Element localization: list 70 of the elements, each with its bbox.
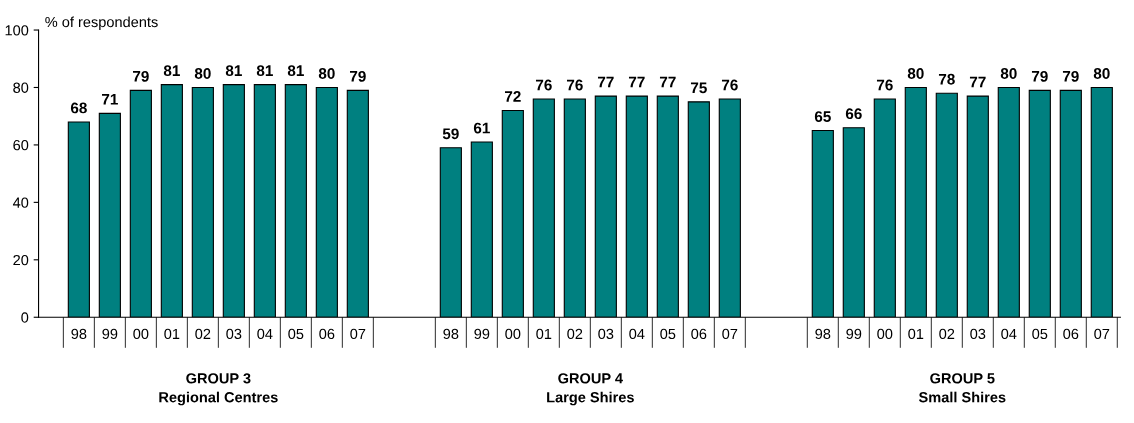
data-label: 81 [287, 65, 304, 77]
y-tick-label: 60 [13, 140, 29, 151]
x-tick-label: 02 [567, 328, 583, 340]
x-tick-label: 01 [908, 328, 924, 340]
y-axis-title: % of respondents [45, 16, 158, 31]
data-label: 61 [473, 122, 490, 134]
y-tick-label: 40 [12, 197, 29, 208]
x-tick-label: 04 [629, 328, 645, 340]
data-label: 79 [1062, 70, 1079, 82]
x-tick-label: 06 [319, 328, 335, 340]
data-label: 76 [566, 79, 583, 91]
x-tick-label: 03 [226, 328, 242, 340]
x-tick-label: 02 [195, 328, 211, 340]
data-label: 79 [350, 70, 366, 82]
x-tick-label: 01 [536, 328, 552, 340]
data-label: 71 [102, 94, 118, 105]
data-label: 77 [969, 76, 986, 88]
text: GROUP 4 Large Shires [547, 373, 634, 406]
data-label: 80 [1093, 68, 1110, 79]
x-tick-label: 03 [970, 328, 986, 340]
data-label: 80 [1000, 68, 1017, 79]
x-tick-label: 99 [846, 328, 862, 340]
data-label: 81 [256, 65, 273, 77]
x-tick-label: 99 [474, 328, 490, 340]
x-tick-label: 04 [1001, 328, 1017, 340]
text: GROUP 3 Regional Centres [159, 373, 278, 406]
data-label: 59 [442, 128, 459, 140]
y-tick-label: 20 [13, 254, 29, 266]
x-tick-label: 00 [877, 328, 893, 340]
x-tick-label: 07 [722, 328, 738, 340]
data-label: 66 [845, 108, 862, 120]
x-tick-label: 06 [691, 328, 707, 340]
x-tick-label: 06 [1063, 328, 1079, 340]
data-label: 76 [535, 79, 552, 91]
data-label: 77 [628, 76, 645, 88]
data-label: 80 [318, 68, 335, 79]
data-label: 68 [70, 102, 87, 114]
data-label: 76 [876, 79, 893, 91]
data-label: 77 [659, 76, 676, 88]
x-tick-label: 01 [164, 328, 180, 340]
data-label: 72 [504, 91, 521, 102]
data-label: 78 [938, 73, 955, 85]
y-tick-label: 100 [5, 25, 29, 36]
data-label: 80 [907, 68, 924, 79]
y-tick-label: 0 [21, 312, 29, 323]
x-tick-label: 00 [133, 328, 149, 340]
x-tick-label: 02 [939, 328, 955, 340]
data-label: 80 [194, 68, 211, 79]
x-tick-label: 05 [1032, 328, 1048, 340]
data-label: 81 [225, 65, 242, 77]
data-label: 65 [814, 111, 831, 122]
x-tick-label: 98 [443, 328, 459, 340]
x-tick-label: 03 [598, 328, 614, 340]
data-label: 76 [721, 79, 738, 91]
x-tick-label: 04 [257, 328, 273, 340]
text: GROUP 5 Small Shires [918, 373, 1006, 403]
data-label: 77 [597, 76, 614, 88]
x-tick-label: 05 [288, 328, 304, 340]
y-tick-label: 80 [13, 82, 29, 93]
x-tick-label: 00 [505, 328, 521, 340]
data-label: 81 [163, 65, 180, 77]
x-tick-label: 98 [71, 328, 87, 340]
x-tick-label: 07 [350, 328, 366, 340]
x-tick-label: 99 [102, 328, 118, 340]
x-tick-label: 07 [1094, 328, 1110, 340]
data-label: 79 [1031, 70, 1048, 82]
x-tick-label: 05 [660, 328, 676, 340]
data-label: 75 [690, 82, 707, 94]
x-tick-label: 98 [815, 328, 831, 340]
data-label: 79 [133, 70, 149, 82]
